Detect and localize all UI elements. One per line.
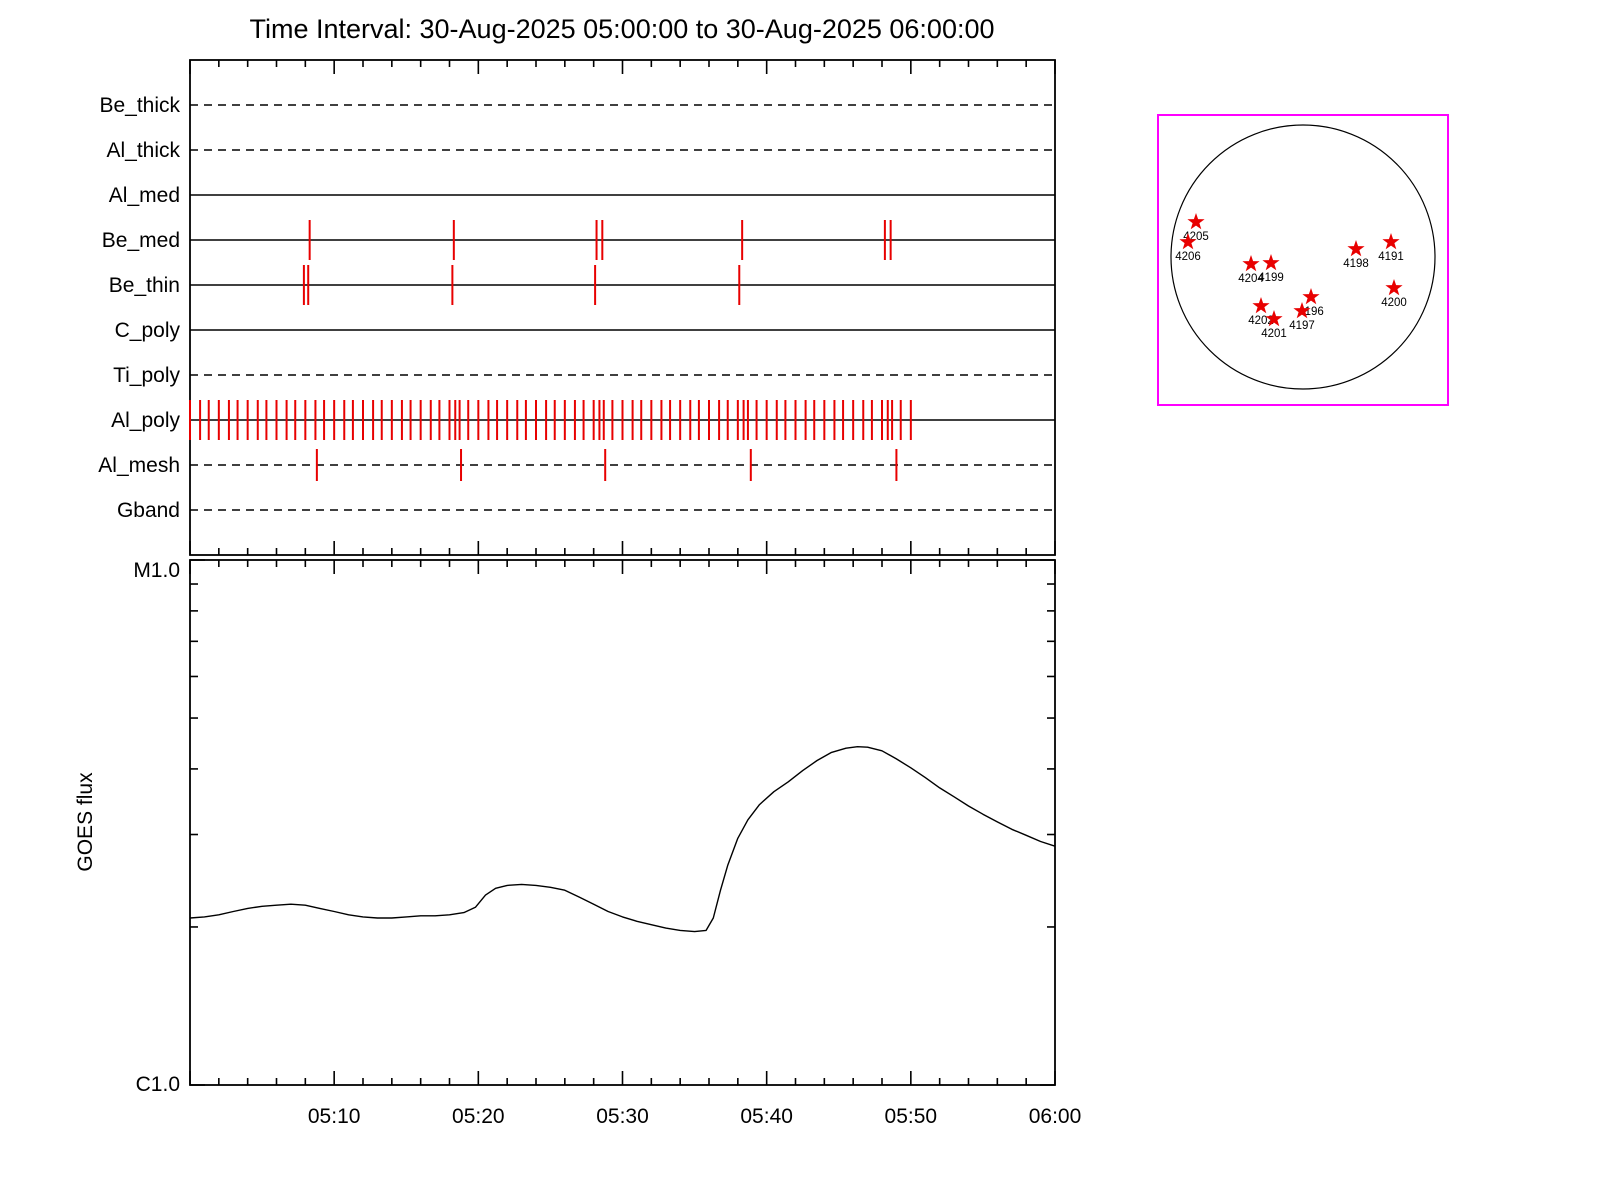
flare-region-label-4201: 4201 xyxy=(1261,328,1287,340)
flare-star-icon-4199 xyxy=(1262,254,1280,271)
flare-star-icon-4205 xyxy=(1187,213,1205,230)
goes-flux-curve xyxy=(189,746,1056,933)
filter-row-label-C_poly: C_poly xyxy=(115,319,181,342)
flare-region-label-4199: 4199 xyxy=(1258,272,1284,284)
flare-star-icon-4191 xyxy=(1382,233,1400,250)
flare-star-icon-4197 xyxy=(1293,302,1311,319)
flare-region-label-4202: 4202 xyxy=(1248,315,1274,327)
filter-row-label-Be_thick: Be_thick xyxy=(99,94,180,117)
x-tick-label-06:00: 06:00 xyxy=(1029,1105,1082,1128)
filter-row-label-Al_mesh: Al_mesh xyxy=(98,454,180,477)
flare-region-label-4197: 4197 xyxy=(1289,320,1315,332)
plot-title: Time Interval: 30-Aug-2025 05:00:00 to 3… xyxy=(249,14,994,44)
filter-row-label-Al_med: Al_med xyxy=(109,184,180,207)
x-tick-label-05:50: 05:50 xyxy=(885,1105,938,1128)
x-tick-label-05:10: 05:10 xyxy=(308,1105,361,1128)
flare-star-icon-4196 xyxy=(1302,288,1320,305)
goes-ytick-top-label: M1.0 xyxy=(133,559,180,582)
filter-row-label-Al_thick: Al_thick xyxy=(106,139,180,162)
flare-region-label-4191: 4191 xyxy=(1378,251,1404,263)
flare-star-icon-4198 xyxy=(1347,240,1365,257)
flare-star-icon-4202 xyxy=(1252,297,1270,314)
goes-panel-border xyxy=(189,559,1056,1086)
filter-row-label-Al_poly: Al_poly xyxy=(111,409,180,432)
flare-region-label-4200: 4200 xyxy=(1381,297,1407,309)
flare-star-icon-4201 xyxy=(1265,310,1283,327)
filter-row-label-Ti_poly: Ti_poly xyxy=(113,364,180,387)
flare-region-label-4206: 4206 xyxy=(1175,251,1201,263)
goes-y-axis-label: GOES flux xyxy=(74,772,97,872)
timeline-panel-border xyxy=(189,59,1056,556)
flare-star-icon-4204 xyxy=(1242,255,1260,272)
flare-star-icon-4206 xyxy=(1179,233,1197,250)
flare-region-label-4204: 4204 xyxy=(1238,273,1264,285)
flare-region-label-4198: 4198 xyxy=(1343,258,1369,270)
solar-disk-limb xyxy=(1170,124,1436,390)
flare-star-icon-4200 xyxy=(1385,279,1403,296)
x-tick-label-05:20: 05:20 xyxy=(452,1105,505,1128)
filter-row-label-Be_thin: Be_thin xyxy=(109,274,180,297)
x-tick-label-05:30: 05:30 xyxy=(596,1105,649,1128)
filter-row-label-Gband: Gband xyxy=(117,499,180,522)
goes-ytick-bottom-label: C1.0 xyxy=(136,1073,180,1096)
solar-disk-frame xyxy=(1157,114,1449,406)
filter-row-label-Be_med: Be_med xyxy=(102,229,180,252)
x-tick-label-05:40: 05:40 xyxy=(740,1105,793,1128)
